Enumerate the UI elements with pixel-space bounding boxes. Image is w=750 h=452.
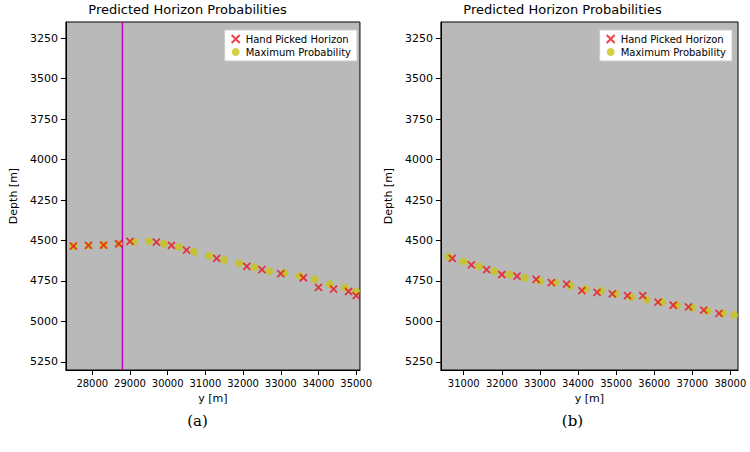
- svg-text:4250: 4250: [405, 194, 433, 207]
- svg-text:4500: 4500: [405, 234, 433, 247]
- svg-text:Predicted Horizon Probabilitie: Predicted Horizon Probabilities: [88, 2, 287, 17]
- svg-text:28000: 28000: [76, 378, 108, 389]
- svg-text:5250: 5250: [30, 355, 58, 368]
- svg-text:Maximum Probability: Maximum Probability: [621, 47, 726, 58]
- svg-text:4750: 4750: [30, 274, 58, 287]
- svg-text:4750: 4750: [405, 274, 433, 287]
- svg-text:36000: 36000: [638, 378, 670, 389]
- svg-text:35000: 35000: [340, 378, 372, 389]
- svg-text:3750: 3750: [405, 113, 433, 126]
- svg-text:4000: 4000: [405, 153, 433, 166]
- html-text:(b): (b): [561, 412, 584, 430]
- svg-text:31000: 31000: [189, 378, 221, 389]
- svg-text:4250: 4250: [30, 194, 58, 207]
- svg-text:3250: 3250: [405, 32, 433, 45]
- svg-text:32000: 32000: [486, 378, 518, 389]
- svg-text:Hand Picked Horizon: Hand Picked Horizon: [246, 34, 349, 45]
- svg-text:35000: 35000: [600, 378, 632, 389]
- svg-text:33000: 33000: [265, 378, 297, 389]
- svg-text:y [m]: y [m]: [575, 392, 604, 405]
- svg-text:4500: 4500: [30, 234, 58, 247]
- svg-text:Depth [m]: Depth [m]: [7, 168, 20, 224]
- svg-text:34000: 34000: [562, 378, 594, 389]
- svg-text:33000: 33000: [524, 378, 556, 389]
- svg-text:Predicted Horizon Probabilitie: Predicted Horizon Probabilities: [463, 2, 662, 17]
- svg-text:3250: 3250: [30, 32, 58, 45]
- svg-text:3500: 3500: [30, 72, 58, 85]
- svg-text:5000: 5000: [405, 315, 433, 328]
- svg-text:5250: 5250: [405, 355, 433, 368]
- svg-text:29000: 29000: [114, 378, 146, 389]
- svg-text:32000: 32000: [227, 378, 259, 389]
- svg-text:Depth [m]: Depth [m]: [382, 168, 395, 224]
- svg-text:y [m]: y [m]: [198, 392, 227, 405]
- svg-text:31000: 31000: [448, 378, 480, 389]
- svg-text:30000: 30000: [152, 378, 184, 389]
- svg-text:34000: 34000: [303, 378, 335, 389]
- svg-text:5000: 5000: [30, 315, 58, 328]
- svg-text:3750: 3750: [30, 113, 58, 126]
- svg-text:3500: 3500: [405, 72, 433, 85]
- svg-text:4000: 4000: [30, 153, 58, 166]
- svg-text:Maximum Probability: Maximum Probability: [246, 47, 351, 58]
- html-text:(a): (a): [187, 412, 208, 430]
- svg-text:38000: 38000: [714, 378, 746, 389]
- svg-text:37000: 37000: [676, 378, 708, 389]
- svg-text:Hand Picked Horizon: Hand Picked Horizon: [621, 34, 724, 45]
